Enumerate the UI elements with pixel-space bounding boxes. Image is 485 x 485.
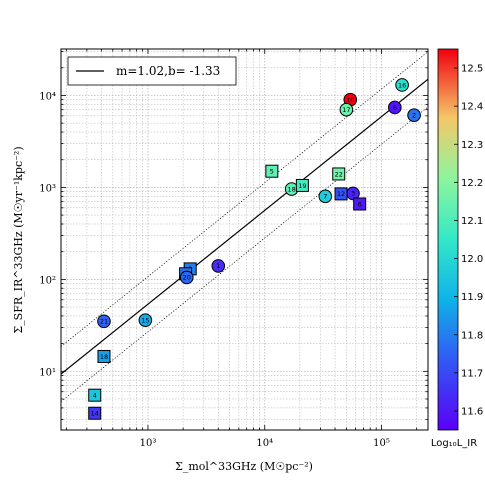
square-marker [334, 187, 348, 201]
point-label: 19 [298, 182, 306, 190]
circle-marker [339, 102, 354, 117]
square-marker [88, 406, 102, 420]
data-points: 12345679101112141516171819202122618 [88, 78, 421, 420]
point-label: 6 [393, 104, 397, 112]
data-point-18: 18 [97, 349, 111, 363]
data-point-21: 21 [97, 314, 111, 329]
data-point-6: 6 [388, 100, 402, 115]
point-label: 22 [335, 170, 343, 178]
data-point-19: 19 [295, 178, 309, 192]
square-marker [332, 167, 346, 181]
colorbar-label: Log₁₀L_IR [431, 438, 477, 449]
y-axis-label: Σ_SFR_IR^33GHz (M☉yr⁻¹kpc⁻²) [12, 146, 25, 333]
point-label: 18 [288, 185, 296, 193]
point-label: 21 [100, 318, 108, 326]
x-tick-label: 10³ [140, 438, 157, 449]
data-point-20: 20 [179, 270, 194, 285]
y-tick-label: 10³ [39, 183, 56, 194]
circle-marker [407, 108, 421, 122]
x-tick-label: 10⁴ [256, 438, 273, 449]
y-tick-label: 10¹ [39, 367, 56, 378]
point-label: 16 [398, 81, 406, 89]
data-point-5: 5 [265, 164, 279, 178]
point-label: 6 [358, 200, 362, 208]
circle-marker [388, 100, 402, 115]
fit-lines [61, 51, 428, 402]
fit-line [61, 78, 428, 375]
legend: m=1.02,b= -1.33 [67, 56, 237, 86]
point-label: 20 [183, 274, 191, 282]
circle-marker [138, 313, 153, 327]
data-point-17: 17 [339, 102, 354, 117]
data-point-4: 4 [88, 388, 102, 402]
x-axis-label: Σ_mol^33GHz (M☉pc⁻²) [175, 460, 313, 473]
square-marker [88, 388, 102, 402]
square-marker [265, 164, 279, 178]
colorbar-tick-label: 11.9 [461, 292, 483, 303]
axis-ticks: 10³ 10⁴ 10⁵ 10¹ 10² 10³ 10⁴ [39, 49, 428, 449]
circle-marker [97, 314, 111, 329]
circle-marker [395, 78, 409, 92]
x-tick-label: 10⁵ [373, 438, 390, 449]
colorbar-tick-label: 11.7 [461, 368, 483, 379]
square-marker [97, 349, 111, 363]
point-label: 3 [351, 190, 355, 198]
circle-marker [179, 270, 194, 285]
data-point-12: 12 [334, 187, 348, 201]
data-point-14: 14 [88, 406, 102, 420]
colorbar-tick-label: 12.0 [461, 254, 483, 265]
point-label: 1 [216, 262, 220, 270]
plot-frame [60, 48, 429, 431]
legend-label: m=1.02,b= -1.33 [116, 64, 220, 78]
data-point-7: 7 [318, 189, 333, 204]
point-label: 15 [141, 316, 149, 324]
data-point-6: 6 [353, 197, 367, 211]
colorbar-tick-label: 11.6 [461, 406, 483, 417]
colorbar-gradient [437, 48, 459, 431]
grid [61, 49, 428, 430]
data-point-1: 1 [211, 259, 226, 273]
square-marker [353, 197, 367, 211]
point-label: 12 [337, 190, 345, 198]
colorbar-tick-label: 12.5 [461, 64, 483, 75]
y-tick-label: 10⁴ [39, 91, 56, 102]
point-label: 4 [93, 391, 97, 399]
data-point-22: 22 [332, 167, 346, 181]
circle-marker [211, 259, 226, 273]
data-point-15: 15 [138, 313, 153, 327]
point-label: 5 [270, 168, 274, 176]
colorbar-tick-label: 12.4 [461, 102, 483, 113]
point-label: 2 [412, 111, 416, 119]
colorbar: Log₁₀L_IR 11.6 11.7 11.8 11.9 12.0 12.1 12.2 12… [431, 48, 483, 449]
colorbar-tick-label: 12.3 [461, 140, 483, 151]
point-label: 14 [91, 410, 99, 418]
data-point-16: 16 [395, 78, 409, 92]
square-marker [295, 178, 309, 192]
y-tick-label: 10² [39, 275, 56, 286]
circle-marker [318, 189, 333, 204]
point-label: 10 [346, 96, 354, 104]
point-label: 17 [342, 106, 350, 114]
point-label: 7 [323, 193, 327, 201]
upper-offset-line [61, 51, 428, 347]
point-label: 18 [100, 353, 108, 361]
lower-offset-line [61, 106, 428, 402]
colorbar-tick-label: 11.8 [461, 330, 483, 341]
colorbar-tick-label: 12.2 [461, 178, 483, 189]
data-point-2: 2 [407, 108, 421, 122]
colorbar-tick-label: 12.1 [461, 216, 483, 227]
